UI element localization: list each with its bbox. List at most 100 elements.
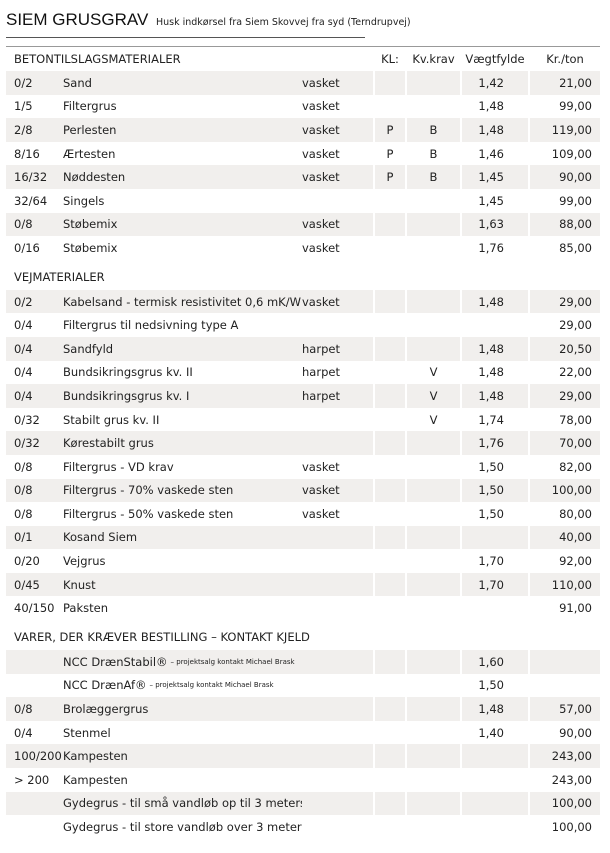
name: Kabelsand - termisk resistivitet 0,6 mK/… [63, 294, 301, 309]
density: 1,45 [478, 193, 504, 208]
size: 0/32 [14, 436, 40, 451]
table-row: 0/8 Filtergrus - 70% vaskede sten vasket 1,… [6, 478, 600, 503]
price: 100,00 [551, 820, 592, 835]
name: Paksten [63, 601, 108, 616]
cell: B [405, 141, 460, 166]
price: 20,50 [559, 341, 592, 356]
cell: 0/2 [6, 71, 63, 95]
cell: 1,48 [460, 697, 528, 721]
cell: 29,00 [528, 313, 600, 337]
price: 80,00 [559, 506, 592, 521]
size: 0/8 [14, 483, 33, 498]
cell [460, 744, 528, 769]
cell [405, 71, 460, 95]
cell: Bundsikringsgrus kv. I [63, 384, 302, 408]
cell: 243,00 [528, 744, 600, 769]
cell: vasket [302, 479, 373, 503]
cell [405, 791, 460, 816]
table-row: 16/32 Nøddesten vasket P B 1,45 90,00 [6, 165, 600, 189]
cell: 1,42 [460, 71, 528, 95]
cell: B [405, 165, 460, 189]
cell: vasket [302, 118, 373, 142]
process: harpet [302, 341, 340, 356]
cell: 110,00 [528, 572, 600, 597]
cell [373, 596, 405, 621]
density: 1,48 [478, 122, 504, 137]
cell [460, 525, 528, 550]
cell: 1,70 [460, 549, 528, 573]
cell [373, 525, 405, 550]
cell [373, 768, 405, 792]
process: vasket [302, 75, 340, 90]
cell: 1,40 [460, 720, 528, 745]
name: Filtergrus - 70% vaskede sten [63, 483, 234, 498]
column-label: Kr./ton [546, 52, 584, 66]
cell [302, 549, 373, 573]
cell: 1,46 [460, 141, 528, 166]
density: 1,48 [478, 702, 504, 717]
size: 8/16 [14, 146, 40, 161]
cell [405, 815, 460, 839]
note: – projektsalg kontakt Michael Brask [170, 657, 295, 666]
size: 0/8 [14, 217, 33, 232]
column-header: BETONTILSLAGSMATERIALER KL: Kv.krav Vægt… [6, 46, 600, 71]
cell [302, 573, 373, 597]
size: 0/4 [14, 341, 33, 356]
subtitle: Husk indkørsel fra Siem Skovvej fra syd … [155, 17, 411, 28]
cell: harpet [302, 337, 373, 361]
density: 1,74 [478, 412, 504, 427]
table-row: 0/4 Stenmel 1,40 90,00 [6, 720, 600, 745]
cell [373, 188, 405, 213]
cell [302, 596, 373, 620]
cell [405, 596, 460, 621]
cell: Paksten [63, 596, 302, 620]
cell: Sand [63, 71, 302, 95]
price: 21,00 [559, 75, 592, 90]
cell: 8/16 [6, 142, 63, 166]
density: 1,42 [478, 75, 504, 90]
section: 0/2 Sand vasket 1,42 21,00 1/5 Filtergrus vaske… [6, 71, 600, 260]
cell: B [405, 118, 460, 142]
name: Knust [63, 577, 96, 592]
process: vasket [302, 217, 340, 232]
cell [528, 650, 600, 674]
cell: 88,00 [528, 212, 600, 237]
process: vasket [302, 506, 340, 521]
process: vasket [302, 240, 340, 255]
cell: 1,50 [460, 502, 528, 526]
table-row: 0/45 Knust 1,70 110,00 [6, 572, 600, 597]
table-row: 0/8 Støbemix vasket 1,63 88,00 [6, 212, 600, 237]
cell: harpet [302, 384, 373, 408]
table-row: Gydegrus - til store vandløb over 3 mete… [6, 815, 600, 839]
cell [405, 212, 460, 237]
cell: 21,00 [528, 71, 600, 95]
quality: B [429, 170, 438, 185]
name: NCC DrænStabil® [63, 654, 168, 669]
cell [302, 189, 373, 213]
cell: 90,00 [528, 165, 600, 189]
name: Vejgrus [63, 554, 106, 569]
cell [373, 336, 405, 361]
price: 90,00 [559, 725, 592, 740]
table-row: 0/8 Filtergrus - 50% vaskede sten vasket 1,… [6, 502, 600, 526]
cell: vasket [302, 502, 373, 526]
table-row: NCC DrænAf® – projektsalg kontakt Michael… [6, 673, 600, 698]
cell: 1,48 [460, 94, 528, 119]
cell: vasket [302, 95, 373, 119]
price: 100,00 [551, 483, 592, 498]
price: 22,00 [559, 365, 592, 380]
cell: Gydegrus - til små vandløb op til 3 mete… [63, 792, 302, 816]
cell: Kosand Siem [63, 526, 302, 550]
size: 0/1 [14, 530, 33, 545]
cell: V [405, 384, 460, 408]
cell: 0/8 [6, 502, 63, 526]
price: 29,00 [559, 318, 592, 333]
cell: 29,00 [528, 384, 600, 408]
name: Bundsikringsgrus kv. I [63, 388, 190, 403]
cell [373, 360, 405, 385]
cell [6, 792, 63, 816]
density: 1,46 [478, 146, 504, 161]
cell: 243,00 [528, 768, 600, 792]
name: Støbemix [63, 217, 118, 232]
cell [373, 71, 405, 95]
